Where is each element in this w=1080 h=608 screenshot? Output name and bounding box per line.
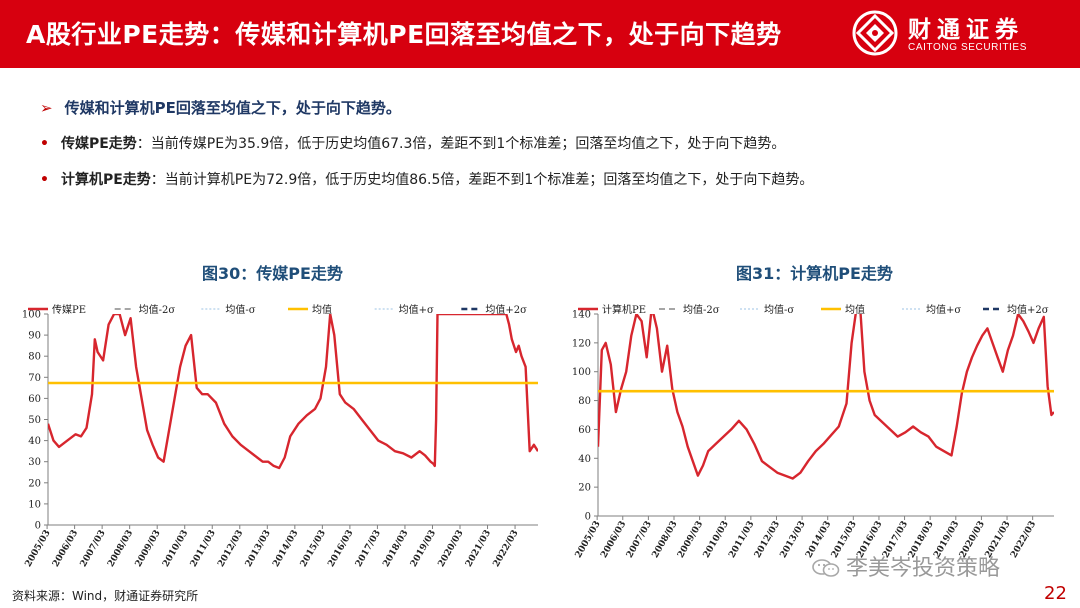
bullet-dot-icon: • [40, 136, 49, 152]
x-tick-label: 2017/03 [354, 529, 383, 569]
legend-label: 均值-2σ [683, 303, 720, 316]
x-tick-label: 2009/03 [134, 529, 163, 569]
x-tick-label: 2011/03 [189, 529, 218, 569]
x-tick-label: 2010/03 [161, 529, 190, 569]
x-tick-label: 2019/03 [409, 529, 438, 569]
logo-english-name: CAITONG SECURITIES [908, 42, 1027, 53]
legend-label: 均值+2σ [485, 303, 527, 316]
headline-bullet: ➢ 传媒和计算机PE回落至均值之下，处于向下趋势。 [40, 97, 401, 118]
caitong-logo: 财通证券 CAITONG SECURITIES [852, 10, 1057, 58]
x-tick-label: 2013/03 [244, 529, 273, 569]
x-tick-label: 2010/03 [702, 520, 731, 560]
y-tick-label: 80 [578, 396, 591, 407]
chart-computer-pe: 计算机PE 均值-2σ 均值-σ 均值 均值+σ 均值+2σ 0 20 40 60 80 100 120… [572, 303, 1054, 560]
y-tick-label: 50 [28, 415, 41, 426]
x-tick-label: 2011/03 [727, 520, 756, 560]
x-tick-label: 2005/03 [24, 529, 53, 569]
y-tick-label: 90 [28, 331, 41, 342]
x-tick-label: 2020/03 [437, 529, 466, 569]
y-tick-label: 140 [572, 310, 591, 321]
legend-label: 均值-σ [764, 303, 794, 316]
y-tick-label: 80 [28, 352, 41, 363]
watermark: 李美岑投资策略 [812, 550, 1000, 582]
legend-label: 均值+2σ [1007, 303, 1049, 316]
x-tick-label: 2007/03 [625, 520, 654, 560]
legend-label: 均值-2σ [139, 303, 176, 316]
bullet-dot-icon: • [40, 172, 49, 188]
y-tick-label: 20 [578, 483, 591, 494]
y-tick-label: 60 [28, 394, 41, 405]
header-bar: A股行业PE走势：传媒和计算机PE回落至均值之下，处于向下趋势 财通证券 CAI… [0, 0, 1080, 68]
x-tick-label: 2012/03 [753, 520, 782, 560]
bullet-text: ：当前传媒PE为35.9倍，低于历史均值67.3倍，差距不到1个标准差；回落至均… [136, 136, 786, 152]
x-tick-label: 2021/03 [464, 529, 493, 569]
pe-series-line [48, 314, 538, 470]
watermark-text: 李美岑投资策略 [846, 556, 1001, 581]
bullet-computer-pe: • 计算机PE走势：当前计算机PE为72.9倍，低于历史均值86.5倍，差距不到1… [40, 169, 813, 189]
x-tick-label: 2005/03 [574, 520, 603, 560]
x-tick-label: 2008/03 [651, 520, 680, 560]
x-tick-label: 2014/03 [271, 529, 300, 569]
y-tick-label: 70 [28, 373, 41, 384]
wechat-icon [812, 559, 840, 577]
arrow-icon: ➢ [40, 99, 53, 117]
chart-media-pe: 传媒PE 均值-2σ 均值-σ 均值 均值+σ 均值+2σ 0 10 20 30 40 50 60 70 8… [22, 303, 538, 569]
y-tick-label: 40 [28, 436, 41, 447]
caitong-logo-icon [852, 10, 898, 56]
y-tick-label: 0 [585, 512, 591, 523]
logo-chinese-name: 财通证券 [908, 17, 1024, 43]
legend-label: 计算机PE [602, 303, 646, 316]
y-tick-label: 60 [578, 425, 591, 436]
x-tick-label: 2012/03 [216, 529, 245, 569]
bullet-key: 传媒PE走势 [60, 136, 137, 152]
legend-label: 均值 [312, 303, 332, 316]
source-note: 资料来源：Wind，财通证券研究所 [12, 589, 199, 603]
x-tick-label: 2016/03 [326, 529, 355, 569]
x-tick-label: 2007/03 [79, 529, 108, 569]
figure-31-title: 图31：计算机PE走势 [736, 264, 893, 283]
y-tick-label: 100 [572, 367, 591, 378]
x-tick-label: 2006/03 [51, 529, 80, 569]
y-tick-label: 0 [35, 521, 41, 532]
legend-label: 均值-σ [225, 303, 255, 316]
legend-label: 传媒PE [52, 304, 86, 316]
headline-text: 传媒和计算机PE回落至均值之下，处于向下趋势。 [64, 99, 401, 117]
legend-label: 均值+σ [399, 303, 434, 316]
page-title: A股行业PE走势：传媒和计算机PE回落至均值之下，处于向下趋势 [26, 20, 782, 49]
x-tick-label: 2018/03 [381, 529, 410, 569]
pe-series-line [598, 314, 1054, 480]
x-tick-label: 2009/03 [676, 520, 705, 560]
y-tick-label: 30 [28, 457, 41, 468]
y-tick-label: 120 [572, 338, 591, 349]
bullet-media-pe: • 传媒PE走势：当前传媒PE为35.9倍，低于历史均值67.3倍，差距不到1个标… [40, 133, 785, 153]
x-tick-label: 2013/03 [779, 520, 808, 560]
x-tick-label: 2008/03 [106, 529, 135, 569]
legend-label: 均值 [845, 303, 865, 316]
x-tick-label: 2015/03 [299, 529, 328, 569]
page-number: 22 [1044, 583, 1067, 604]
bullet-key: 计算机PE走势 [60, 172, 151, 188]
legend-label: 均值+σ [926, 303, 961, 316]
y-tick-label: 40 [578, 454, 591, 465]
figure-30-title: 图30：传媒PE走势 [202, 264, 343, 283]
x-tick-label: 2022/03 [1009, 520, 1038, 560]
y-tick-label: 100 [22, 310, 41, 321]
x-tick-label: 2006/03 [599, 520, 628, 560]
y-tick-label: 10 [28, 499, 41, 510]
y-tick-label: 20 [28, 478, 41, 489]
x-tick-label: 2022/03 [492, 529, 521, 569]
bullet-text: ：当前计算机PE为72.9倍，低于历史均值86.5倍，差距不到1个标准差；回落至… [150, 172, 814, 188]
